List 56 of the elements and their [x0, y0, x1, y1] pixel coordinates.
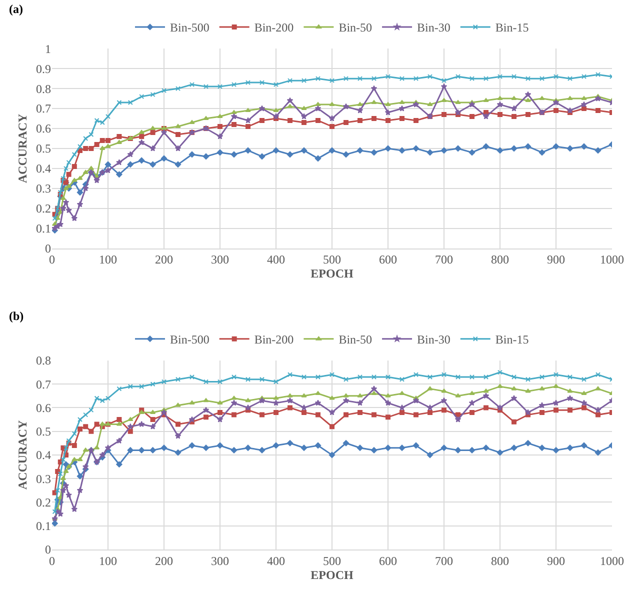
x-tick-label: 800 [491, 252, 509, 267]
x-tick-label: 400 [267, 554, 285, 568]
legend-label: Bin-30 [417, 332, 450, 347]
y-tick-label: 0.4 [36, 448, 51, 462]
legend-label: Bin-15 [495, 332, 529, 347]
y-tick-label: 0.7 [36, 377, 51, 392]
y-tick-label: 0.6 [36, 400, 51, 415]
x-tick-label: 200 [155, 252, 173, 267]
y-tick-label: 0.9 [36, 62, 51, 76]
y-tick-label: 0.5 [36, 424, 51, 439]
x-tick-label: 100 [99, 252, 117, 267]
x-tick-label: 300 [211, 252, 229, 267]
x-tick-label: 1000 [600, 554, 624, 568]
x-tick-label: 1000 [600, 252, 624, 267]
legend-label: Bin-50 [338, 332, 372, 347]
x-tick-label: 900 [547, 554, 565, 568]
x-tick-label: 600 [379, 554, 397, 568]
legend-label: Bin-200 [254, 20, 294, 35]
x-tick-label: 700 [435, 252, 453, 267]
legend-label: Bin-500 [170, 332, 210, 347]
y-axis-title: ACCURACY [15, 113, 30, 184]
x-tick-label: 300 [211, 554, 229, 568]
legend-label: Bin-15 [495, 20, 529, 35]
y-tick-label: 0.2 [36, 495, 51, 510]
chart-title: (b) [9, 309, 24, 323]
x-tick-label: 900 [547, 252, 565, 267]
y-axis-title: ACCURACY [15, 420, 30, 490]
y-tick-label: 0.3 [36, 472, 51, 486]
legend-label: Bin-30 [417, 20, 450, 35]
x-tick-label: 200 [155, 554, 173, 568]
y-tick-label: 0.6 [36, 122, 51, 136]
y-tick-label: 0.7 [36, 102, 51, 116]
y-tick-label: 0.2 [36, 202, 51, 216]
legend-label: Bin-200 [254, 332, 294, 347]
y-tick-label: 0 [45, 242, 51, 256]
x-tick-label: 400 [267, 252, 285, 267]
y-tick-label: 0.4 [36, 162, 51, 176]
y-tick-label: 0.8 [36, 354, 51, 368]
x-tick-label: 500 [323, 554, 341, 568]
x-axis-title: EPOCH [310, 266, 354, 281]
legend-label: Bin-500 [170, 20, 210, 35]
legend-label: Bin-50 [338, 20, 372, 35]
x-tick-label: 600 [379, 252, 397, 267]
y-tick-label: 0.1 [36, 222, 51, 236]
x-tick-label: 700 [435, 554, 453, 568]
y-tick-label: 0.3 [36, 182, 51, 196]
y-tick-label: 0.1 [36, 518, 51, 533]
x-tick-label: 800 [491, 554, 509, 568]
x-tick-label: 100 [99, 554, 117, 568]
x-axis-title: EPOCH [310, 568, 354, 582]
chart-title: (a) [9, 2, 23, 16]
y-tick-label: 0 [45, 542, 51, 557]
y-tick-label: 1 [45, 42, 51, 56]
y-tick-label: 0.5 [36, 142, 51, 156]
x-tick-label: 500 [323, 252, 341, 267]
y-tick-label: 0.8 [36, 82, 51, 96]
